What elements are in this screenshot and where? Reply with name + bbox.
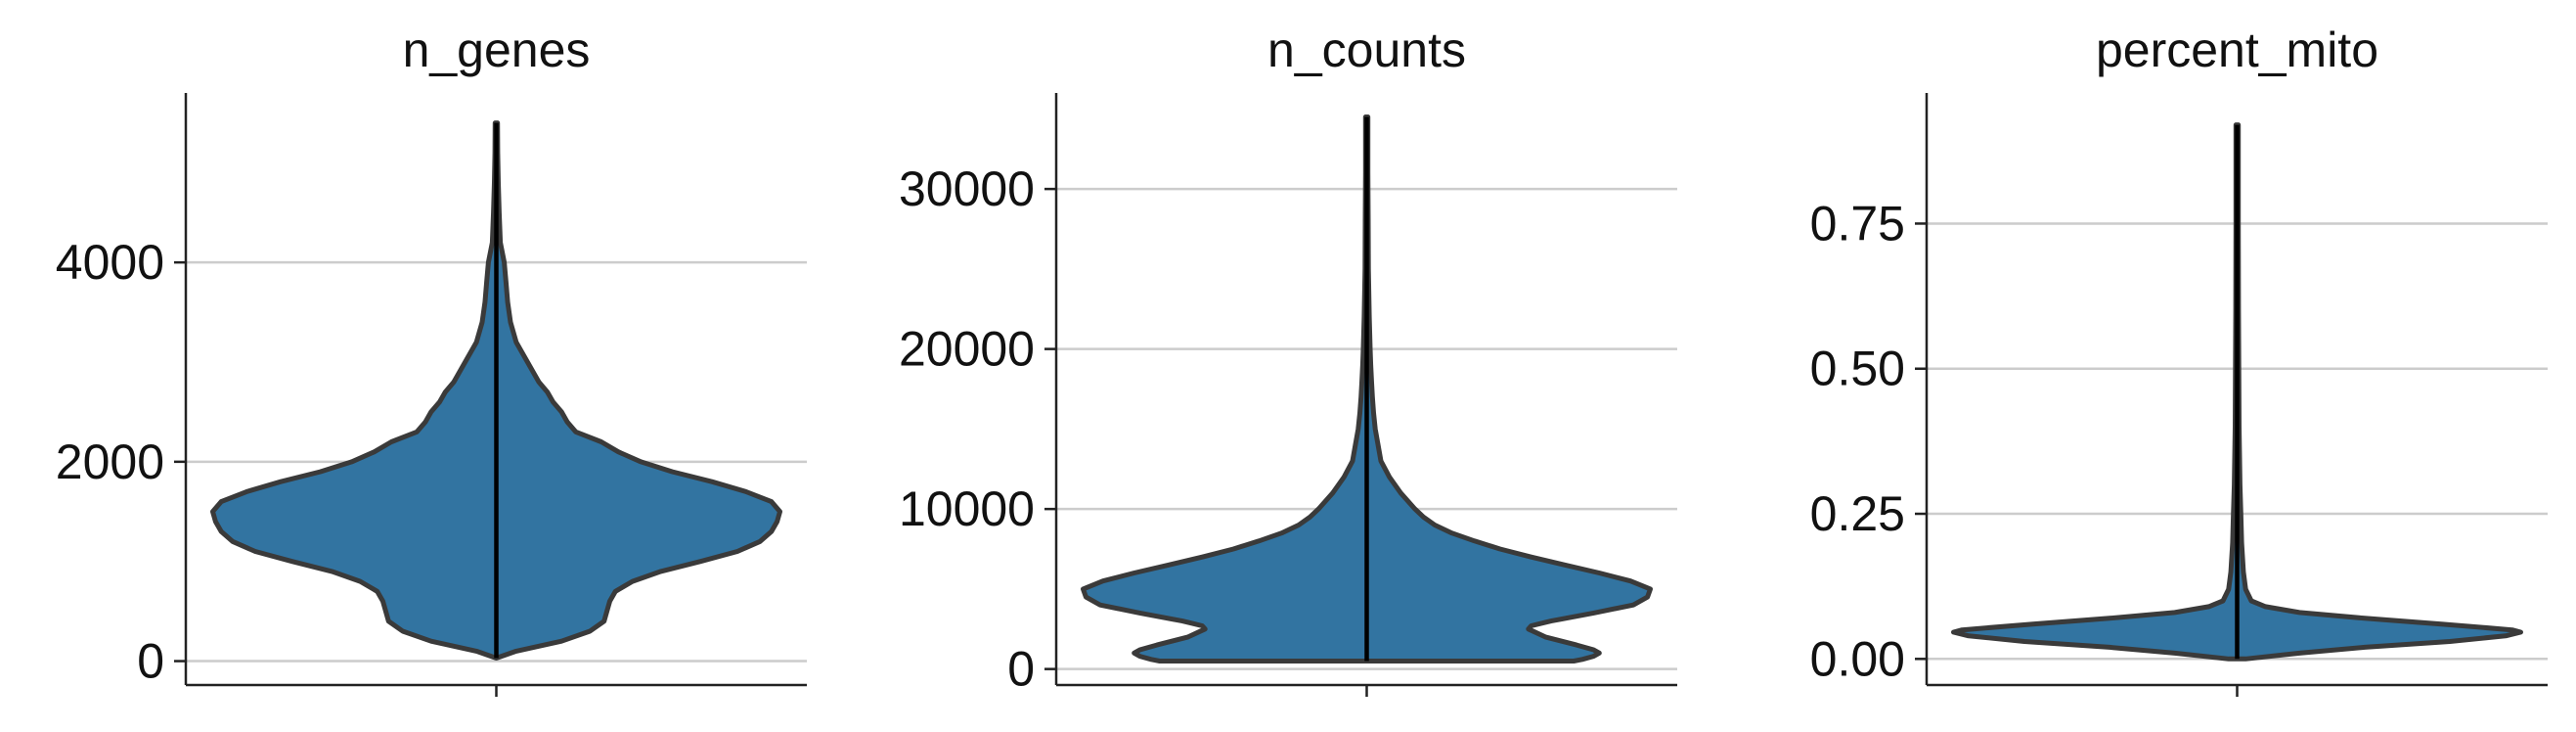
violin-panel-n_counts: 0 10000 20000 30000 n_counts (899, 23, 1677, 697)
y-tick-label: 30000 (899, 161, 1035, 216)
y-tick-label: 4000 (56, 235, 164, 290)
y-tick-label: 0 (137, 634, 164, 689)
y-tick-label: 0.00 (1810, 631, 1905, 686)
panel-title: percent_mito (2096, 23, 2378, 77)
y-tick-label: 0.75 (1810, 196, 1905, 251)
violin-panel-percent_mito: 0.00 0.25 0.50 0.75 percent_mito (1810, 23, 2548, 697)
violin-panel-n_genes: 0 2000 4000 n_genes (56, 23, 807, 697)
y-tick-label: 2000 (56, 435, 164, 489)
panel-title: n_genes (403, 23, 591, 77)
y-tick-label: 0.25 (1810, 486, 1905, 541)
panel-title: n_counts (1267, 23, 1466, 77)
y-tick-label: 0.50 (1810, 342, 1905, 396)
y-tick-label: 20000 (899, 322, 1035, 377)
y-tick-label: 0 (1007, 642, 1035, 697)
y-tick-label: 10000 (899, 481, 1035, 536)
